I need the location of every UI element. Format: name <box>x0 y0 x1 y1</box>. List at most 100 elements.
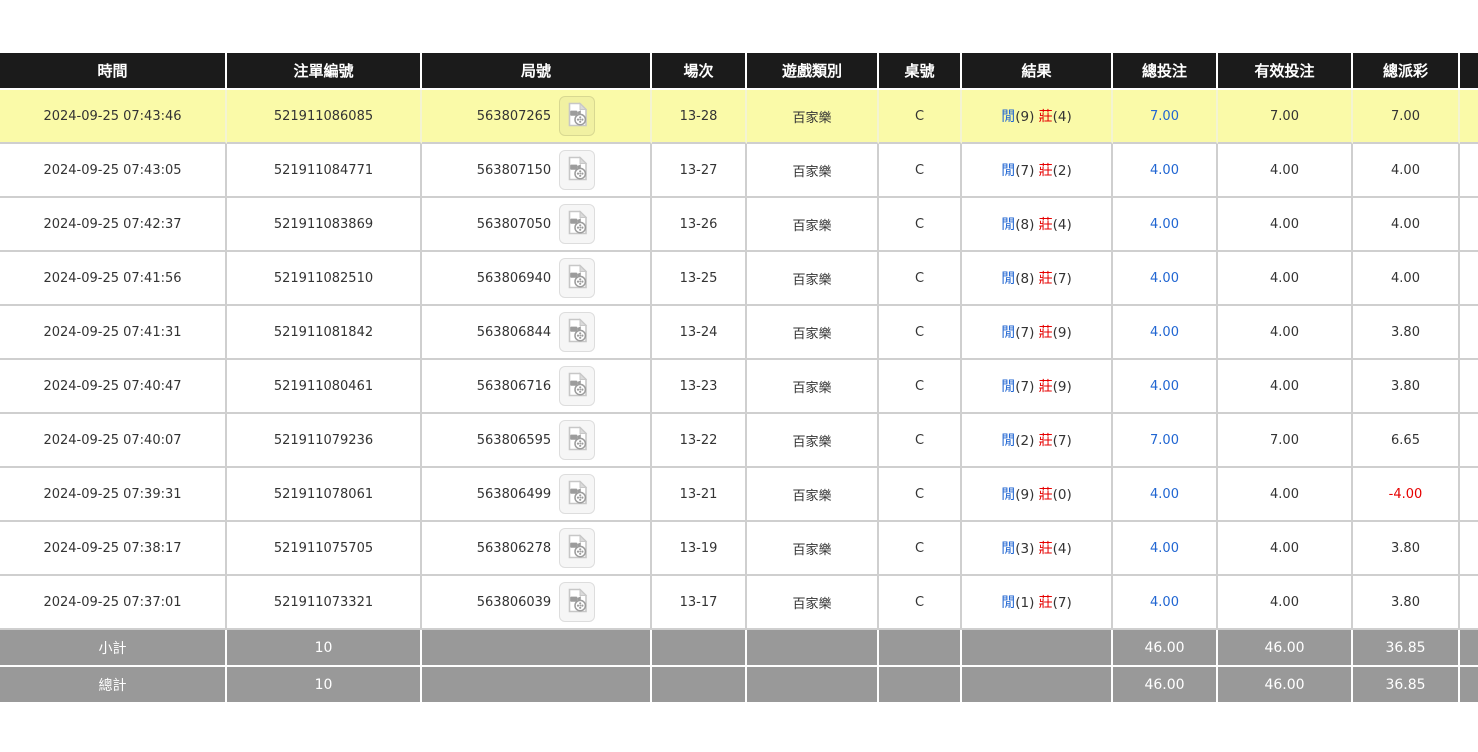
round-cell-content: 563806940 <box>422 258 650 298</box>
cell-time: 2024-09-25 07:43:05 <box>0 144 227 198</box>
cell-payout: 4.00 <box>1353 198 1460 252</box>
cell-valid-bet: 4.00 <box>1218 360 1353 414</box>
cell-valid-bet: 4.00 <box>1218 576 1353 630</box>
round-number: 563806595 <box>476 432 552 448</box>
result-player-value: (2) <box>1015 433 1039 449</box>
video-replay-button[interactable] <box>559 96 596 136</box>
col-header-valid-bet: 有效投注 <box>1218 53 1353 90</box>
total-bet-link[interactable]: 4.00 <box>1150 162 1179 178</box>
cell-round: 563806716 <box>422 360 652 414</box>
video-replay-button[interactable] <box>559 420 596 460</box>
footer-empty-result <box>962 667 1113 704</box>
video-replay-icon <box>567 318 588 346</box>
round-cell-content: 563806039 <box>422 582 650 622</box>
col-header-payout: 總派彩 <box>1353 53 1460 90</box>
total-bet-link[interactable]: 7.00 <box>1150 108 1179 124</box>
total-bet-link[interactable]: 4.00 <box>1150 270 1179 286</box>
cell-total-bet: 4.00 <box>1113 144 1218 198</box>
cell-table-no: C <box>879 414 962 468</box>
cell-table-no: C <box>879 522 962 576</box>
cell-extra <box>1460 144 1478 198</box>
footer-empty-extra <box>1460 667 1478 704</box>
cell-valid-bet: 4.00 <box>1218 522 1353 576</box>
total-bet-link[interactable]: 4.00 <box>1150 378 1179 394</box>
video-replay-button[interactable] <box>559 474 596 514</box>
cell-result: 閒(1) 莊(7) <box>962 576 1113 630</box>
total-bet-link[interactable]: 4.00 <box>1150 216 1179 232</box>
cell-table-no: C <box>879 306 962 360</box>
result-banker-value: (4) <box>1052 541 1072 557</box>
cell-extra <box>1460 252 1478 306</box>
cell-result: 閒(8) 莊(4) <box>962 198 1113 252</box>
cell-round: 563807150 <box>422 144 652 198</box>
cell-payout: 4.00 <box>1353 144 1460 198</box>
video-replay-icon <box>567 426 588 454</box>
cell-time: 2024-09-25 07:39:31 <box>0 468 227 522</box>
video-replay-button[interactable] <box>559 528 596 568</box>
cell-payout: 7.00 <box>1353 90 1460 144</box>
cell-total-bet: 4.00 <box>1113 198 1218 252</box>
video-replay-button[interactable] <box>559 582 596 622</box>
bet-history-table: 時間 注單編號 局號 場次 遊戲類別 桌號 結果 總投注 有效投注 總派彩 20… <box>0 53 1478 704</box>
cell-game-type: 百家樂 <box>747 468 879 522</box>
result-player-label: 閒 <box>1001 487 1016 503</box>
table-row: 2024-09-25 07:43:46 521911086085 563807265… <box>0 90 1478 144</box>
footer-label: 總計 <box>0 667 227 704</box>
bet-history-panel: 時間 注單編號 局號 場次 遊戲類別 桌號 結果 總投注 有效投注 總派彩 20… <box>0 53 1478 704</box>
cell-bet-id: 521911081842 <box>227 306 422 360</box>
result-banker-label: 莊 <box>1038 271 1053 287</box>
round-cell-content: 563806844 <box>422 312 650 352</box>
cell-result: 閒(7) 莊(9) <box>962 306 1113 360</box>
result-banker-value: (7) <box>1052 271 1072 287</box>
table-row: 2024-09-25 07:43:05 521911084771 563807150… <box>0 144 1478 198</box>
video-replay-button[interactable] <box>559 366 596 406</box>
round-number: 563806278 <box>476 540 552 556</box>
round-cell-content: 563806716 <box>422 366 650 406</box>
footer-total-bet: 46.00 <box>1113 667 1218 704</box>
cell-extra <box>1460 522 1478 576</box>
round-number: 563807265 <box>476 108 552 124</box>
footer-total-bet: 46.00 <box>1113 630 1218 667</box>
result-banker-value: (2) <box>1052 163 1072 179</box>
cell-total-bet: 4.00 <box>1113 306 1218 360</box>
cell-round: 563807050 <box>422 198 652 252</box>
col-header-result: 結果 <box>962 53 1113 90</box>
result-banker-label: 莊 <box>1038 325 1053 341</box>
video-replay-icon <box>567 480 588 508</box>
cell-round: 563806940 <box>422 252 652 306</box>
round-cell-content: 563807050 <box>422 204 650 244</box>
col-header-round: 局號 <box>422 53 652 90</box>
cell-time: 2024-09-25 07:40:07 <box>0 414 227 468</box>
cell-table-no: C <box>879 468 962 522</box>
total-bet-link[interactable]: 7.00 <box>1150 432 1179 448</box>
video-replay-button[interactable] <box>559 150 596 190</box>
cell-session: 13-22 <box>652 414 747 468</box>
cell-game-type: 百家樂 <box>747 576 879 630</box>
cell-extra <box>1460 90 1478 144</box>
cell-result: 閒(8) 莊(7) <box>962 252 1113 306</box>
cell-table-no: C <box>879 90 962 144</box>
total-bet-link[interactable]: 4.00 <box>1150 540 1179 556</box>
cell-game-type: 百家樂 <box>747 252 879 306</box>
cell-total-bet: 7.00 <box>1113 90 1218 144</box>
video-replay-icon <box>567 372 588 400</box>
cell-payout: -4.00 <box>1353 468 1460 522</box>
result-player-value: (9) <box>1015 487 1039 503</box>
video-replay-button[interactable] <box>559 204 596 244</box>
result-banker-label: 莊 <box>1038 379 1053 395</box>
video-replay-button[interactable] <box>559 258 596 298</box>
cell-result: 閒(2) 莊(7) <box>962 414 1113 468</box>
round-number: 563807150 <box>476 162 552 178</box>
total-bet-link[interactable]: 4.00 <box>1150 594 1179 610</box>
cell-game-type: 百家樂 <box>747 522 879 576</box>
footer-empty-table-no <box>879 630 962 667</box>
cell-time: 2024-09-25 07:43:46 <box>0 90 227 144</box>
total-bet-link[interactable]: 4.00 <box>1150 486 1179 502</box>
round-number: 563806499 <box>476 486 552 502</box>
video-replay-button[interactable] <box>559 312 596 352</box>
result-player-label: 閒 <box>1001 217 1016 233</box>
total-bet-link[interactable]: 4.00 <box>1150 324 1179 340</box>
table-row: 2024-09-25 07:37:01 521911073321 563806039… <box>0 576 1478 630</box>
round-cell-content: 563806278 <box>422 528 650 568</box>
footer-empty-table-no <box>879 667 962 704</box>
